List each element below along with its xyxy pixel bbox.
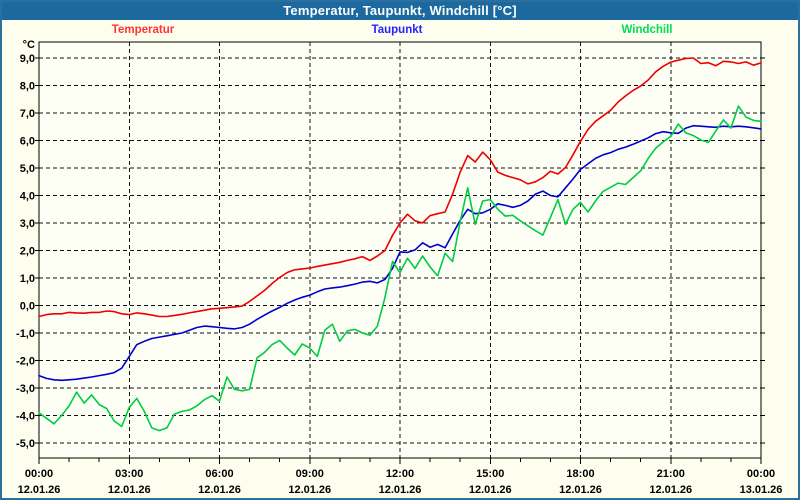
x-tick-time: 03:00: [115, 468, 143, 480]
legend-taupunkt-label: Taupunkt: [371, 24, 423, 36]
y-tick-label: 1,0: [20, 273, 35, 285]
x-tick-date: 12.01.26: [649, 484, 692, 496]
legend-windchill-label: Windchill: [621, 24, 673, 36]
x-tick-date: 12.01.26: [198, 484, 241, 496]
x-tick-time: 15:00: [476, 468, 504, 480]
x-tick-date: 12.01.26: [288, 484, 331, 496]
series-windchill: [38, 105, 762, 432]
y-tick-label: -3,0: [16, 383, 35, 395]
title-bar: Temperatur, Taupunkt, Windchill [°C]: [0, 0, 800, 20]
legend-temperatur: Temperatur: [112, 23, 174, 37]
y-tick-label: -2,0: [16, 356, 35, 368]
series-taupunkt: [38, 124, 762, 382]
y-tick-label: -1,0: [16, 328, 35, 340]
x-tick-time: 21:00: [657, 468, 685, 480]
x-tick-date: 12.01.26: [108, 484, 151, 496]
y-tick-label: 4,0: [20, 191, 35, 203]
x-tick-time: 09:00: [296, 468, 324, 480]
x-tick-date: 12.01.26: [469, 484, 512, 496]
y-tick-label: 9,0: [20, 53, 35, 65]
x-tick-date: 12.01.26: [18, 484, 61, 496]
x-tick-date: 12.01.26: [559, 484, 602, 496]
x-tick-time: 00:00: [25, 468, 53, 480]
y-tick-label: 2,0: [20, 246, 35, 258]
window-title: Temperatur, Taupunkt, Windchill [°C]: [283, 2, 517, 18]
x-tick-time: 00:00: [747, 468, 775, 480]
x-tick-date: 13.01.26: [740, 484, 783, 496]
y-tick-label: -5,0: [16, 438, 35, 450]
plot-frame: [38, 41, 762, 459]
y-tick-label: 8,0: [20, 81, 35, 93]
y-tick-label: -4,0: [16, 411, 35, 423]
x-tick-time: 18:00: [566, 468, 594, 480]
y-tick-label: 3,0: [20, 218, 35, 230]
legend-windchill: Windchill: [621, 23, 672, 37]
x-tick-time: 12:00: [386, 468, 414, 480]
y-axis-unit-label: °C: [23, 39, 35, 51]
legend-taupunkt: Taupunkt: [372, 23, 423, 37]
y-tick-label: 0,0: [20, 301, 35, 313]
legend-temperatur-label: Temperatur: [111, 24, 175, 36]
series-temperatur: [38, 57, 762, 318]
x-tick-date: 12.01.26: [379, 484, 422, 496]
y-tick-label: 5,0: [20, 163, 35, 175]
y-tick-label: 7,0: [20, 108, 35, 120]
x-tick-time: 06:00: [205, 468, 233, 480]
y-tick-label: 6,0: [20, 136, 35, 148]
